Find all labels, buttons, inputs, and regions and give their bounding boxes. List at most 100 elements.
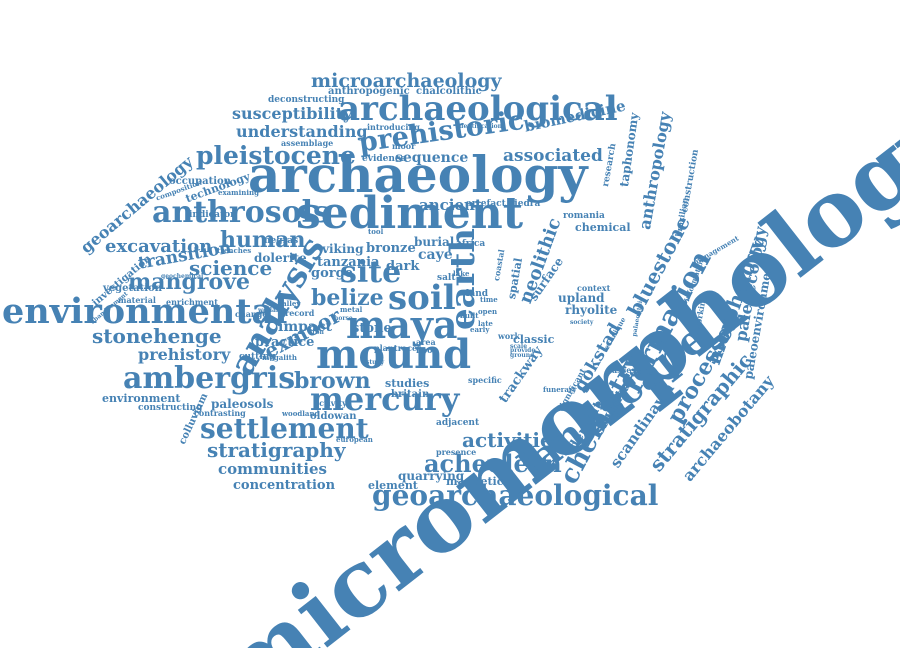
word-valley: valley <box>278 299 301 308</box>
word-built: built <box>460 311 479 320</box>
word-funerary: funerary <box>543 385 577 394</box>
word-dark: dark <box>386 259 420 274</box>
word-specific: specific <box>468 375 502 385</box>
word-land: land <box>466 289 489 299</box>
word-science: science <box>189 256 273 280</box>
word-piedra: piedra <box>508 199 541 209</box>
word-settlement: settlement <box>200 412 369 445</box>
word-wetland: wetland <box>258 307 285 314</box>
word-horse: horse <box>334 315 353 322</box>
word-maya: maya <box>346 302 458 347</box>
word-research: research <box>601 142 619 188</box>
word-africa: africa <box>456 239 486 249</box>
word-susceptibility: susceptibility <box>232 104 353 123</box>
word-paleosols: paleosols <box>211 397 274 411</box>
word-indicator: indicator <box>189 210 235 220</box>
word-caye: caye <box>418 247 453 263</box>
word-environmental: environmental <box>2 291 288 332</box>
word-sediment: sediment <box>296 188 524 239</box>
word-coastal: coastal <box>491 248 507 282</box>
word-anthropogenic: anthropogenic <box>328 86 410 97</box>
word-associated: associated <box>503 146 603 166</box>
word-ancient: ancient <box>419 196 482 214</box>
word-belize: belize <box>311 285 384 311</box>
word-presence: presence <box>436 447 477 457</box>
word-work: work <box>498 331 520 341</box>
word-evidence: evidence <box>362 154 407 164</box>
word-prehistory: prehistory <box>138 345 231 364</box>
word-tool: tool <box>368 227 384 236</box>
word-microarchaeology: microarchaeology <box>311 70 502 92</box>
word-pleistocene: pleistocene <box>196 141 356 170</box>
word-woodland: woodland <box>282 409 320 418</box>
word-burial: burial <box>414 235 455 249</box>
word-stratigraphy: stratigraphy <box>207 438 346 462</box>
word-acheulean: acheulean <box>424 449 562 478</box>
word-time: time <box>480 295 498 304</box>
word-geoarchaeological: geoarchaeological <box>372 479 659 512</box>
word-sequence: sequence <box>395 150 469 166</box>
word-introducing: introducing <box>367 122 420 132</box>
word-deconstructing: deconstructing <box>268 95 345 105</box>
word-metal: metal <box>340 305 363 314</box>
word-study: study <box>366 359 385 366</box>
word-lake: lake <box>453 269 470 278</box>
word-ambergris: ambergris <box>123 361 296 396</box>
word-contrasting: contrasting <box>194 408 246 418</box>
word-excavation: excavation <box>105 236 213 257</box>
word-upland: upland <box>558 291 605 305</box>
word-understanding: understanding <box>236 122 368 141</box>
word-studies: studies <box>385 377 430 390</box>
word-negras: negras <box>264 236 299 246</box>
word-early: early <box>470 325 490 334</box>
word-constructing: constructing <box>138 403 203 413</box>
word-taphonomy: taphonomy <box>617 111 642 188</box>
word-concentration: concentration <box>233 478 336 493</box>
word-stone: stone <box>352 321 392 336</box>
word-site: site <box>340 255 402 290</box>
word-assessing: assessing <box>612 365 655 375</box>
word-cutting: cutting <box>239 352 276 362</box>
word-tanzania: tanzania <box>317 255 380 270</box>
word-floor: floor <box>416 345 437 355</box>
word-material: material <box>118 295 156 305</box>
word-quarrying: quarrying <box>398 469 465 483</box>
word-society: society <box>570 319 594 326</box>
word-archaeology: archaeology <box>248 145 588 204</box>
word-record: record <box>285 308 315 318</box>
word-change: change <box>235 309 268 319</box>
word-geochemical: geochemical <box>161 273 204 280</box>
word-chalcolithic: chalcolithic <box>416 86 482 97</box>
word-european: european <box>336 435 373 444</box>
word-environment: environment <box>102 392 181 405</box>
word-impact: impact <box>278 319 332 335</box>
word-mercury: mercury <box>310 380 460 418</box>
word-occupation: occupation <box>169 176 231 187</box>
word-stonehenge: stonehenge <box>92 324 222 348</box>
word-viking: viking <box>322 242 364 256</box>
word-practice: practice <box>255 335 315 350</box>
word-gorge: gorge <box>311 266 353 281</box>
word-plant: plant <box>374 343 398 353</box>
word-assemblage: assemblage <box>281 138 334 148</box>
word-archaeological: archaeological <box>338 89 618 129</box>
word-romania: romania <box>563 211 605 221</box>
word-rhyolite: rhyolite <box>565 303 618 317</box>
word-dolerite: dolerite <box>254 251 307 265</box>
word-britain: britain <box>391 389 430 400</box>
word-bronze: bronze <box>366 241 416 256</box>
word-brown: brown <box>294 368 371 394</box>
word-mangrove: mangrove <box>128 269 250 295</box>
word-iron: iron <box>310 329 324 336</box>
word-classic: classic <box>513 333 555 346</box>
word-anthropology: anthropology <box>635 110 675 231</box>
word-oldowan: oldowan <box>310 411 357 422</box>
word-artefact: artefact <box>466 199 506 209</box>
word-moor: moor <box>392 141 416 151</box>
word-adjacent: adjacent <box>436 418 480 428</box>
word-anthrosols: anthrosols <box>152 195 330 230</box>
word-trenches: trenches <box>217 246 252 255</box>
word-ground: ground <box>510 352 535 359</box>
word-salt: salt <box>437 273 456 283</box>
